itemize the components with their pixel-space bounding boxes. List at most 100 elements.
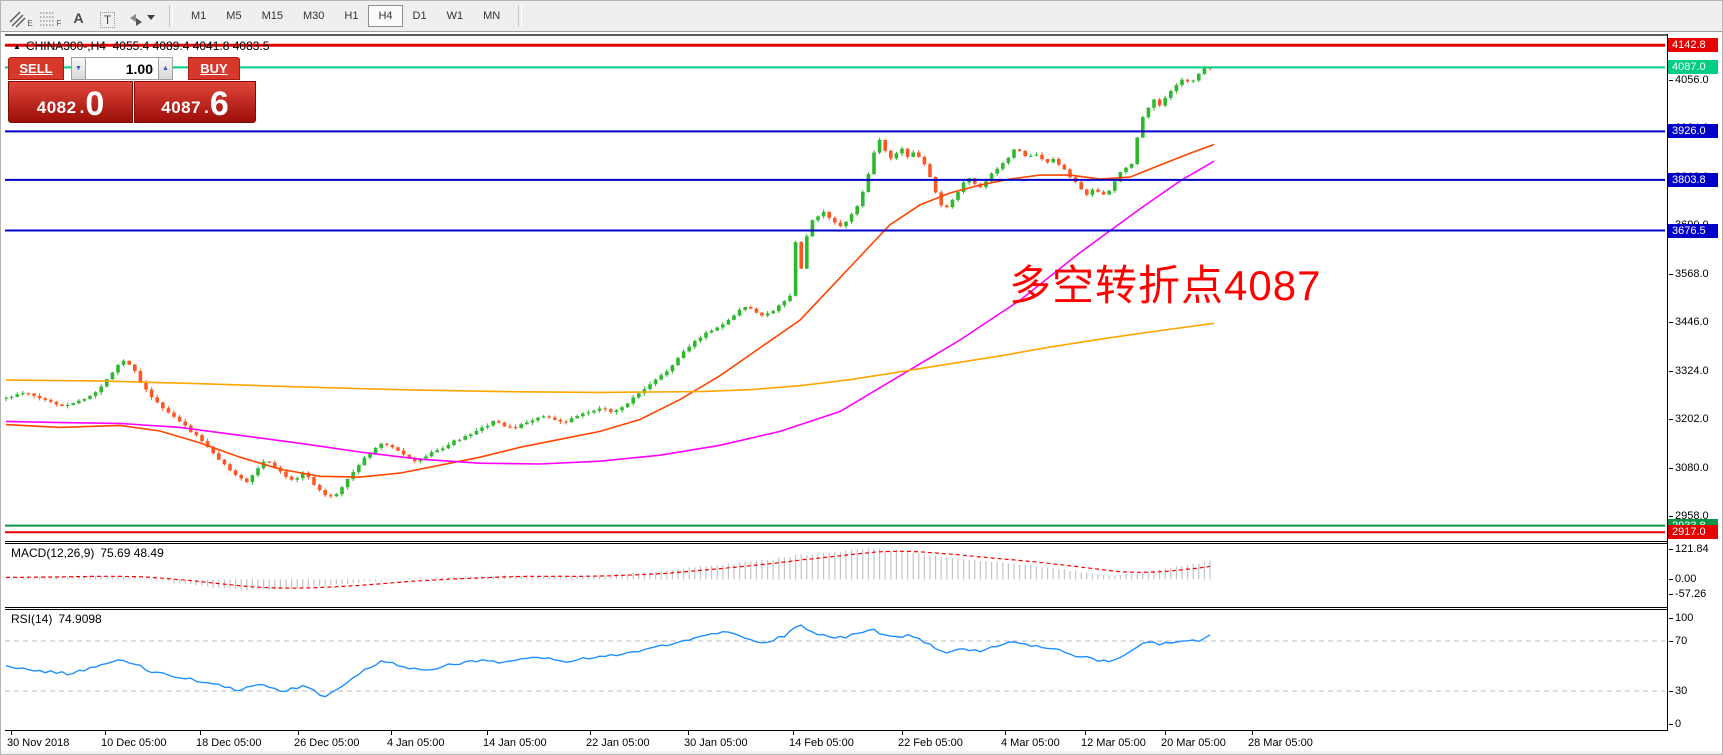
time-tick [105, 731, 106, 735]
volume-decrease-button[interactable]: ▼ [71, 57, 86, 80]
candle-body [732, 315, 736, 320]
candle-body [88, 395, 92, 399]
candle-body [172, 412, 176, 417]
candle-body [32, 393, 36, 396]
macd-tick-label: 121.84 [1669, 543, 1709, 556]
candle-body [872, 152, 876, 175]
time-label: 12 Mar 05:00 [1081, 737, 1146, 749]
candle-body [676, 357, 680, 366]
timeframe-m1[interactable]: M1 [181, 5, 216, 27]
volume-input[interactable] [86, 57, 158, 80]
candle-body [1051, 159, 1055, 163]
candle-body [1135, 137, 1139, 164]
candle-body [553, 417, 557, 420]
candle-body [99, 386, 103, 393]
time-tick [590, 731, 591, 735]
timeframe-h1[interactable]: H1 [334, 5, 368, 27]
candle-body [435, 450, 439, 453]
time-tick [487, 731, 488, 735]
candle-body [446, 444, 451, 449]
buy-price-main: 4087 [161, 98, 202, 117]
buy-button[interactable]: BUY [188, 57, 240, 80]
candle-body [788, 295, 792, 302]
candle-body [973, 178, 977, 184]
candle-body [760, 312, 764, 316]
rsi-tick-label: 100 [1669, 612, 1693, 625]
time-label: 14 Jan 05:00 [483, 737, 547, 749]
rsi-panel[interactable]: RSI(14) 74.9098 [5, 609, 1667, 731]
candle-body [687, 346, 691, 352]
timeframe-w1[interactable]: W1 [437, 5, 474, 27]
candle-body [289, 476, 294, 480]
arrows-tool[interactable] [123, 4, 159, 28]
candle-body [715, 327, 719, 331]
time-label: 4 Jan 05:00 [387, 737, 445, 749]
sell-button[interactable]: SELL [8, 57, 64, 80]
candle-body [833, 218, 837, 223]
candlestick-chart [5, 43, 1665, 534]
price-badge: 3926.0 [1668, 124, 1718, 138]
candle-body [659, 375, 663, 380]
ma-medium-line [5, 160, 1215, 465]
price-tick-label: 3080.0 [1669, 462, 1709, 475]
macd-values: 75.69 48.49 [100, 546, 164, 560]
timeframe-mn[interactable]: MN [473, 5, 510, 27]
text-label-tool[interactable]: A [65, 4, 92, 28]
sell-price-dot: . [79, 98, 85, 117]
candle-body [508, 426, 512, 428]
candle-body [463, 436, 467, 440]
collapse-icon: ▲ [13, 42, 21, 51]
candle-body [889, 150, 893, 159]
candle-body [749, 307, 753, 309]
candle-body [1068, 169, 1072, 178]
candle-body [1034, 154, 1039, 156]
time-label: 28 Mar 05:00 [1248, 737, 1313, 749]
fibonacci-tool[interactable]: F [36, 4, 63, 28]
candle-body [379, 443, 383, 448]
price-tick-label: 3324.0 [1669, 365, 1709, 378]
candle-body [497, 421, 501, 423]
candle-body [1141, 117, 1145, 138]
chart-header: ▲ CHINA300-,H4 4055.4 4089.4 4041.8 4083.… [13, 39, 269, 53]
sell-price-box[interactable]: 4082. 0 [8, 81, 133, 123]
candle-body [698, 337, 703, 341]
price-chart-panel[interactable]: ▲ CHINA300-,H4 4055.4 4089.4 4041.8 4083.… [5, 34, 1667, 542]
volume-increase-button[interactable]: ▲ [158, 57, 173, 80]
bottom-strip [1, 751, 1722, 754]
equidistant-channel-icon [9, 11, 26, 28]
candle-body [597, 408, 602, 411]
candle-body [765, 313, 770, 316]
time-label: 22 Jan 05:00 [586, 737, 650, 749]
candle-body [816, 216, 820, 221]
candle-body [1191, 80, 1195, 82]
candle-body [1079, 182, 1083, 190]
candle-body [177, 416, 182, 422]
timeframe-m5[interactable]: M5 [216, 5, 251, 27]
timeframe-m30[interactable]: M30 [293, 5, 334, 27]
candle-body [1152, 99, 1156, 108]
candle-body [469, 434, 473, 437]
equidistant-channel-tool[interactable]: E [7, 4, 34, 28]
candle-body [93, 392, 98, 396]
candle-body [245, 478, 249, 482]
candle-body [961, 182, 966, 192]
arrows-icon [129, 14, 142, 26]
candle-body [558, 419, 563, 422]
candle-body [401, 450, 406, 455]
candle-body [519, 424, 523, 429]
text-box-tool[interactable]: T [94, 4, 121, 28]
timeframe-m15[interactable]: M15 [252, 5, 293, 27]
candle-body [452, 440, 456, 445]
candle-body [138, 371, 143, 382]
timeframe-d1[interactable]: D1 [403, 5, 437, 27]
candle-body [217, 453, 221, 460]
time-tick [1252, 731, 1253, 735]
timeframe-h4[interactable]: H4 [368, 5, 403, 27]
buy-price-box[interactable]: 4087. 6 [134, 81, 256, 123]
candle-body [525, 422, 529, 425]
candle-body [239, 475, 243, 479]
rsi-header: RSI(14) 74.9098 [11, 612, 102, 626]
macd-panel[interactable]: MACD(12,26,9) 75.69 48.49 [5, 543, 1667, 608]
candle-body [37, 395, 42, 399]
candle-body [357, 465, 361, 473]
